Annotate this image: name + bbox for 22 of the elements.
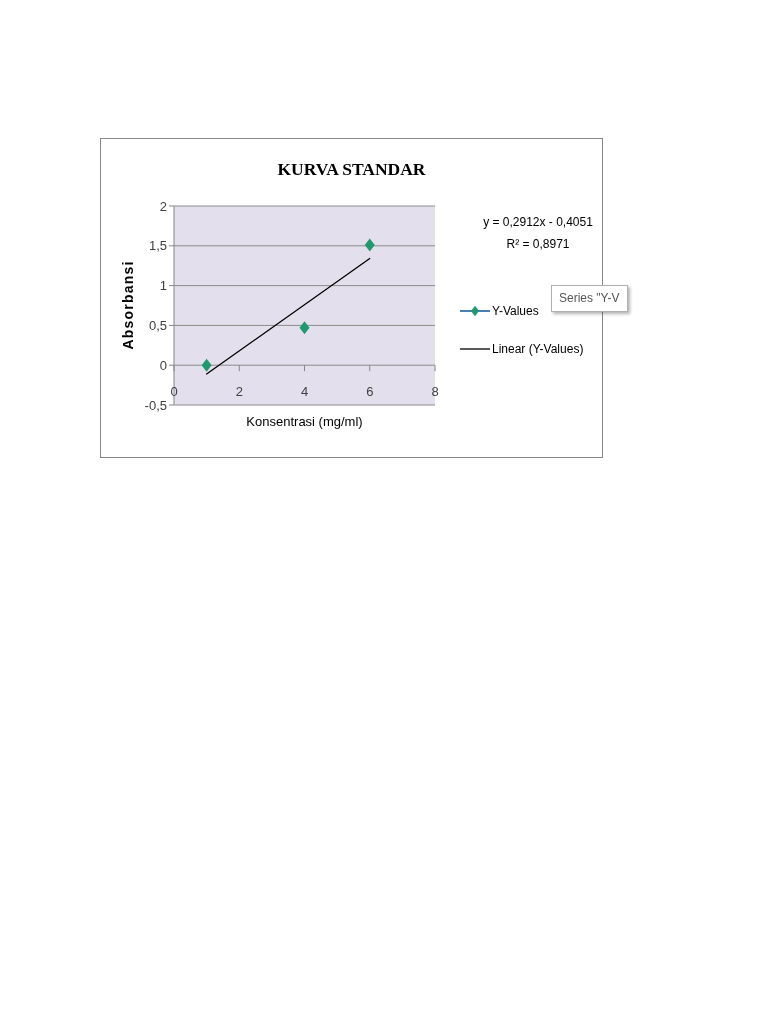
text: y = 0,2912x - 0,4051: [483, 215, 593, 229]
x-tick-label: 6: [366, 384, 374, 400]
x-tick-label: 8: [431, 384, 439, 400]
y-tick-label: 0: [159, 357, 167, 373]
text: R² = 0,8971: [506, 237, 570, 251]
chart-title: KURVA STANDAR: [277, 159, 426, 179]
y-axis-title: Absorbansi: [120, 259, 136, 350]
x-axis-title: Konsentrasi (mg/ml): [246, 414, 363, 429]
x-tick-label: 4: [300, 384, 309, 400]
point: [364, 238, 375, 252]
point: [201, 358, 212, 372]
y-tick-label: -0,5: [144, 397, 167, 413]
tooltip-box: Series "Y-V: [551, 285, 628, 312]
point: [299, 321, 310, 335]
y-tick-label: 1,5: [148, 238, 167, 254]
y-tick-label: 1: [159, 278, 167, 294]
y-tick-label: 2: [159, 198, 167, 214]
legend-label: Y-Values: [492, 303, 539, 318]
legend-label: Linear (Y-Values): [492, 341, 584, 356]
y-tick-label: 0,5: [148, 318, 167, 334]
x-tick-label: 0: [170, 384, 178, 400]
x-tick-label: 2: [235, 384, 243, 400]
